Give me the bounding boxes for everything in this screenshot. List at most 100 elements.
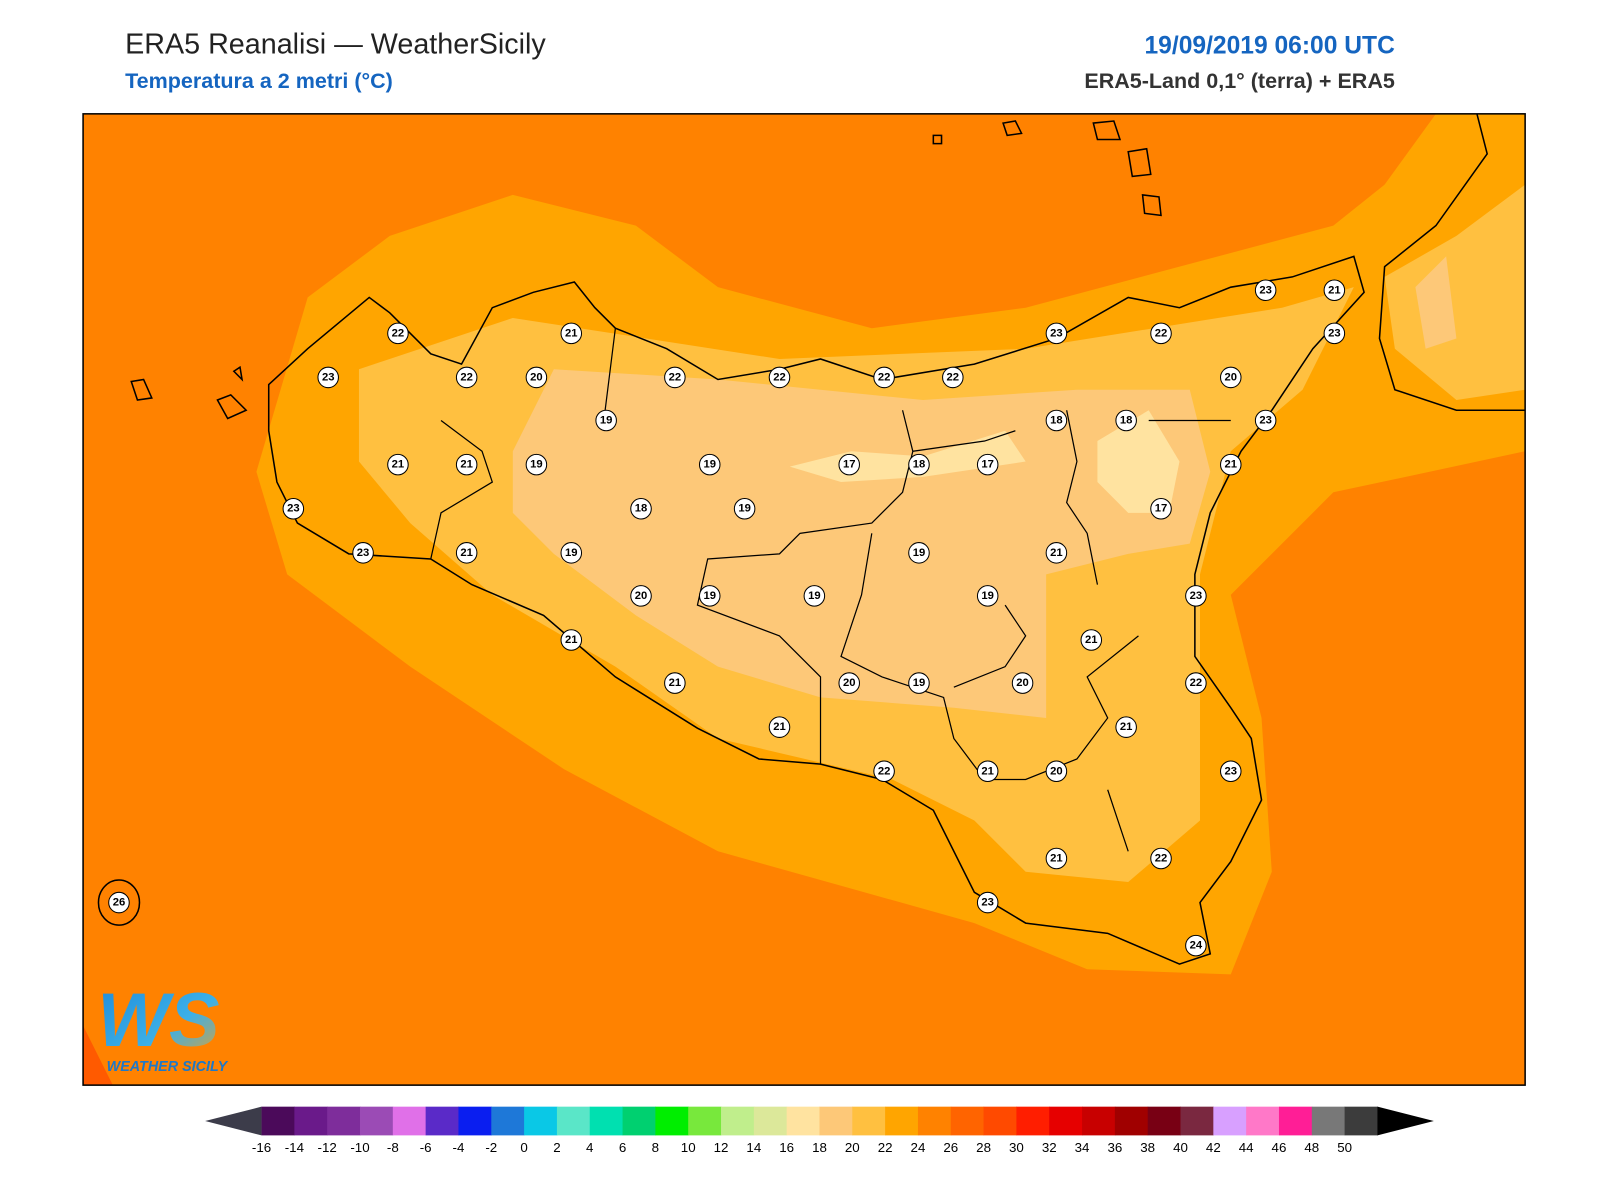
colorbar-tick-label: 12 xyxy=(714,1140,729,1155)
station-marker xyxy=(560,322,583,345)
title: ERA5 Reanalisi — WeatherSicily xyxy=(125,28,546,60)
station-value: 21 xyxy=(1225,459,1238,471)
station: 23 xyxy=(1323,322,1346,345)
field xyxy=(83,1025,113,1086)
colorbar-tick-label: 28 xyxy=(976,1140,991,1155)
station-value: 22 xyxy=(460,371,473,383)
station-marker xyxy=(803,585,826,607)
colorbar-box xyxy=(885,1106,919,1136)
station: 22 xyxy=(873,366,895,389)
station-marker xyxy=(873,366,895,389)
station: 19 xyxy=(803,585,826,607)
station-value: 22 xyxy=(1155,852,1168,864)
station: 23 xyxy=(282,497,305,520)
colorbar-box xyxy=(261,1106,295,1136)
station: 19 xyxy=(525,453,548,476)
station-value: 20 xyxy=(1050,765,1063,777)
datetime: 19/09/2019 06:00 UTC xyxy=(1144,32,1395,59)
station-value: 20 xyxy=(1016,677,1029,689)
station-marker xyxy=(976,760,999,783)
station: 19 xyxy=(560,542,583,564)
station-value: 19 xyxy=(565,547,578,559)
colorbar-tick-label: 32 xyxy=(1042,1140,1057,1155)
station: 23 xyxy=(1185,585,1207,607)
station-value: 19 xyxy=(981,590,994,602)
station-value: 22 xyxy=(1190,677,1203,689)
station: 22 xyxy=(387,322,409,345)
station-marker xyxy=(1185,585,1207,607)
station: 23 xyxy=(976,891,999,914)
colorbar: -16 -14 -12 -10 -8 -6 -4 -2 0 2 4 6 8 10 12 14 16 18 20 22 2… xyxy=(205,1106,1434,1155)
station-marker xyxy=(1011,672,1034,694)
colorbar-box xyxy=(819,1106,853,1136)
station-value: 20 xyxy=(1225,371,1238,383)
station-value: 19 xyxy=(600,415,613,427)
coastline xyxy=(267,255,1365,965)
colorbar-box xyxy=(1180,1106,1214,1136)
station: 17 xyxy=(838,453,860,476)
station-value: 17 xyxy=(981,459,994,471)
station: 23 xyxy=(1254,279,1277,302)
station-value: 23 xyxy=(357,547,370,559)
station-value: 21 xyxy=(981,765,994,777)
station-value: 22 xyxy=(1155,327,1168,339)
colorbar-box xyxy=(1082,1106,1116,1136)
station: 21 xyxy=(1220,453,1242,476)
station: 22 xyxy=(873,760,895,783)
station-marker xyxy=(733,497,756,520)
station-marker xyxy=(976,891,999,914)
station-value: 22 xyxy=(392,327,405,339)
station: 17 xyxy=(1150,497,1172,520)
colorbar-tick-label: -8 xyxy=(387,1140,399,1155)
station-marker xyxy=(1185,934,1207,957)
station-marker xyxy=(698,453,721,476)
colorbar-tick-label: -12 xyxy=(318,1140,337,1155)
colorbar-box xyxy=(622,1106,656,1136)
colorbar-tick-label: 38 xyxy=(1140,1140,1155,1155)
station: 22 xyxy=(664,366,686,389)
colorbar-box xyxy=(1311,1106,1346,1136)
colorbar-box xyxy=(917,1106,952,1136)
colorbar-box xyxy=(294,1106,328,1136)
colorbar-tick-label: 10 xyxy=(681,1140,696,1155)
colorbar-box xyxy=(1344,1106,1378,1136)
station-marker xyxy=(976,585,999,607)
station-marker xyxy=(387,453,409,476)
station: 21 xyxy=(455,453,478,476)
station-value: 24 xyxy=(1190,940,1203,952)
station: 20 xyxy=(525,366,548,389)
station-value: 19 xyxy=(738,503,751,515)
station-value: 20 xyxy=(530,371,543,383)
station-value: 26 xyxy=(113,897,126,909)
colorbar-tick-label: 44 xyxy=(1239,1140,1254,1155)
station: 22 xyxy=(455,366,478,389)
station: 22 xyxy=(768,366,791,389)
station-value: 19 xyxy=(808,590,821,602)
station: 21 xyxy=(560,322,583,345)
logo-name: WEATHER SICILY xyxy=(107,1059,229,1075)
colorbar-box xyxy=(1147,1106,1182,1136)
station: 21 xyxy=(455,542,478,564)
station-value: 22 xyxy=(773,371,786,383)
colorbar-box xyxy=(1213,1106,1247,1136)
colorbar-tick-label: 18 xyxy=(812,1140,827,1155)
station: 19 xyxy=(595,409,617,432)
station: 21 xyxy=(387,453,409,476)
station-marker xyxy=(1115,409,1137,432)
station-marker xyxy=(560,542,583,564)
station-marker xyxy=(317,366,339,389)
station-value: 17 xyxy=(843,459,856,471)
station: 19 xyxy=(908,542,930,564)
station: 23 xyxy=(1045,322,1068,345)
map-area: 22 21 23 22 20 22 22 22 22 23 22 23 21 23 20 19 18 18 23 21… xyxy=(83,113,1526,1086)
colorbar-box xyxy=(392,1106,427,1136)
station-value: 19 xyxy=(703,590,716,602)
station-marker xyxy=(387,322,409,345)
station: 22 xyxy=(1150,322,1172,345)
colorbar-tick-label: 22 xyxy=(878,1140,893,1155)
station: 21 xyxy=(1323,279,1346,302)
station-marker xyxy=(455,366,478,389)
station: 21 xyxy=(664,672,686,694)
station-marker xyxy=(942,366,964,389)
colorbar-box xyxy=(524,1106,558,1136)
